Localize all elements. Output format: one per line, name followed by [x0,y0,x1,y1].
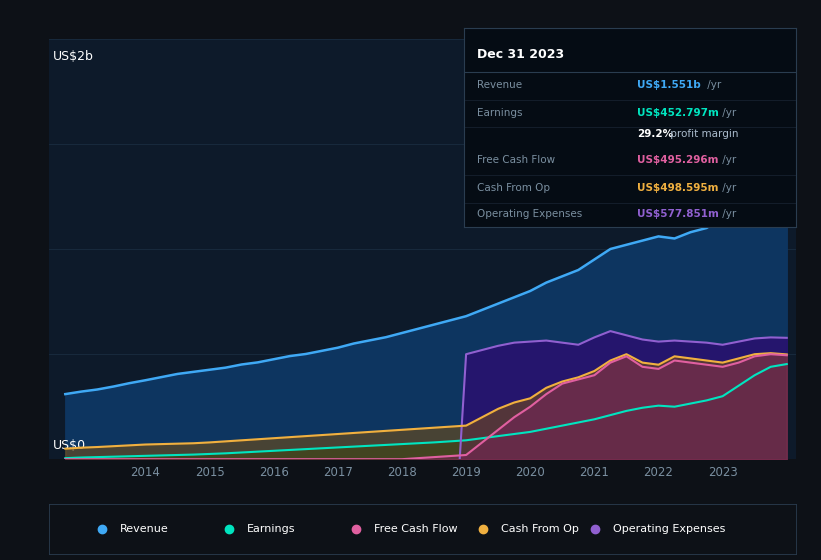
Text: Earnings: Earnings [247,524,296,534]
Text: Cash From Op: Cash From Op [477,183,550,193]
Text: US$498.595m: US$498.595m [637,183,718,193]
Text: Operating Expenses: Operating Expenses [477,209,582,219]
Text: /yr: /yr [719,155,736,165]
Text: Free Cash Flow: Free Cash Flow [374,524,458,534]
Text: Dec 31 2023: Dec 31 2023 [477,48,564,61]
Text: Earnings: Earnings [477,108,523,118]
Text: profit margin: profit margin [667,129,738,139]
Text: Free Cash Flow: Free Cash Flow [477,155,555,165]
Text: US$0: US$0 [53,438,86,451]
Text: /yr: /yr [719,108,736,118]
Text: US$2b: US$2b [53,50,94,63]
Text: /yr: /yr [719,209,736,219]
Text: US$577.851m: US$577.851m [637,209,718,219]
Text: /yr: /yr [704,80,722,90]
Text: /yr: /yr [719,183,736,193]
Text: US$495.296m: US$495.296m [637,155,718,165]
Text: Operating Expenses: Operating Expenses [613,524,726,534]
Text: 29.2%: 29.2% [637,129,673,139]
Text: US$452.797m: US$452.797m [637,108,718,118]
Text: Cash From Op: Cash From Op [502,524,579,534]
Text: US$1.551b: US$1.551b [637,80,700,90]
Text: Revenue: Revenue [120,524,169,534]
Text: Revenue: Revenue [477,80,522,90]
